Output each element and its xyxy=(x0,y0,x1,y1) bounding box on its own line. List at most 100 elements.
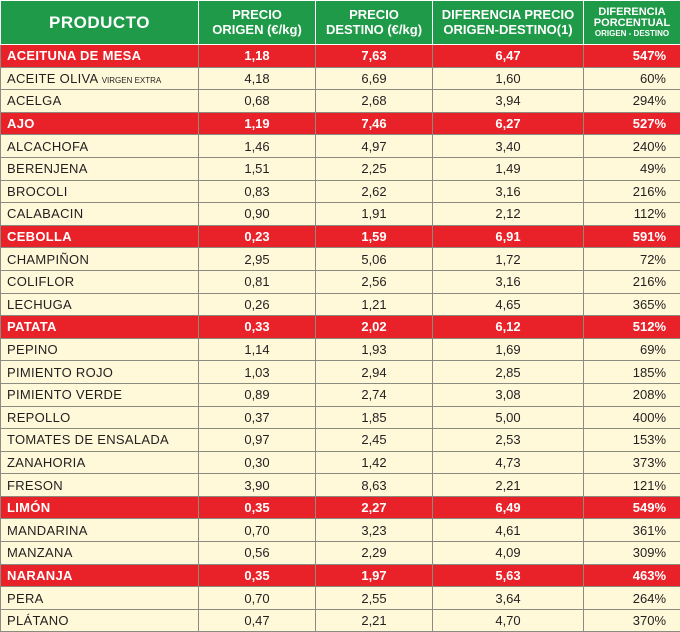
precio-destino-cell: 8,63 xyxy=(316,474,433,497)
diferencia-porcentual-cell: 365% xyxy=(584,293,680,316)
producto-name: ACEITUNA DE MESA xyxy=(7,48,141,63)
precio-origen-cell: 0,23 xyxy=(199,225,316,248)
producto-name: ZANAHORIA xyxy=(7,455,86,470)
diferencia-porcentual-cell: 463% xyxy=(584,564,680,587)
producto-name: LECHUGA xyxy=(7,297,72,312)
producto-cell: PIMIENTO ROJO xyxy=(1,361,199,384)
producto-name: MANZANA xyxy=(7,545,73,560)
diferencia-porcentual-cell: 361% xyxy=(584,519,680,542)
precio-destino-cell: 1,97 xyxy=(316,564,433,587)
diferencia-precio-cell: 6,27 xyxy=(433,112,584,135)
precio-destino-cell: 2,27 xyxy=(316,496,433,519)
precio-origen-cell: 3,90 xyxy=(199,474,316,497)
producto-cell: NARANJA xyxy=(1,564,199,587)
header-precio-origen: PRECIO ORIGEN (€/kg) xyxy=(199,1,316,45)
precio-origen-cell: 1,18 xyxy=(199,45,316,68)
diferencia-porcentual-cell: 60% xyxy=(584,67,680,90)
producto-name: ACEITE OLIVA xyxy=(7,71,98,86)
diferencia-porcentual-cell: 112% xyxy=(584,203,680,226)
producto-cell: ALCACHOFA xyxy=(1,135,199,158)
precio-destino-cell: 2,55 xyxy=(316,587,433,610)
producto-name: MANDARINA xyxy=(7,523,88,538)
producto-name: BROCOLI xyxy=(7,184,68,199)
diferencia-porcentual-cell: 121% xyxy=(584,474,680,497)
precio-origen-cell: 0,97 xyxy=(199,429,316,452)
precio-origen-cell: 0,26 xyxy=(199,293,316,316)
producto-cell: TOMATES DE ENSALADA xyxy=(1,429,199,452)
producto-suffix: VIRGEN EXTRA xyxy=(102,76,162,85)
producto-name: PEPINO xyxy=(7,342,58,357)
precio-origen-cell: 0,90 xyxy=(199,203,316,226)
diferencia-precio-cell: 4,61 xyxy=(433,519,584,542)
producto-cell: CHAMPIÑON xyxy=(1,248,199,271)
producto-cell: MANDARINA xyxy=(1,519,199,542)
diferencia-porcentual-cell: 185% xyxy=(584,361,680,384)
precio-origen-cell: 4,18 xyxy=(199,67,316,90)
producto-cell: LIMÓN xyxy=(1,496,199,519)
producto-cell: REPOLLO xyxy=(1,406,199,429)
diferencia-porcentual-cell: 240% xyxy=(584,135,680,158)
precio-destino-cell: 1,42 xyxy=(316,451,433,474)
producto-name: PATATA xyxy=(7,319,57,334)
precio-origen-cell: 0,37 xyxy=(199,406,316,429)
diferencia-porcentual-cell: 309% xyxy=(584,542,680,565)
precio-destino-cell: 2,29 xyxy=(316,542,433,565)
precio-origen-cell: 1,46 xyxy=(199,135,316,158)
diferencia-precio-cell: 3,40 xyxy=(433,135,584,158)
precio-origen-cell: 0,30 xyxy=(199,451,316,474)
producto-cell: LECHUGA xyxy=(1,293,199,316)
producto-cell: AJO xyxy=(1,112,199,135)
producto-name: ALCACHOFA xyxy=(7,139,88,154)
precio-destino-cell: 7,46 xyxy=(316,112,433,135)
producto-cell: ZANAHORIA xyxy=(1,451,199,474)
producto-cell: PEPINO xyxy=(1,338,199,361)
producto-name: AJO xyxy=(7,116,35,131)
diferencia-precio-cell: 3,64 xyxy=(433,587,584,610)
producto-cell: FRESON xyxy=(1,474,199,497)
diferencia-precio-cell: 4,09 xyxy=(433,542,584,565)
diferencia-precio-cell: 6,49 xyxy=(433,496,584,519)
diferencia-porcentual-cell: 69% xyxy=(584,338,680,361)
header-porcentual-line3: ORIGEN - DESTINO xyxy=(586,30,678,38)
diferencia-precio-cell: 1,69 xyxy=(433,338,584,361)
precio-origen-cell: 0,33 xyxy=(199,316,316,339)
precio-destino-cell: 2,68 xyxy=(316,90,433,113)
header-origen-line1: PRECIO xyxy=(232,7,282,22)
producto-name: NARANJA xyxy=(7,568,73,583)
precio-destino-cell: 2,02 xyxy=(316,316,433,339)
header-producto: PRODUCTO xyxy=(1,1,199,45)
diferencia-precio-cell: 3,94 xyxy=(433,90,584,113)
producto-cell: CEBOLLA xyxy=(1,225,199,248)
precio-origen-cell: 0,35 xyxy=(199,496,316,519)
precio-destino-cell: 7,63 xyxy=(316,45,433,68)
diferencia-precio-cell: 5,63 xyxy=(433,564,584,587)
producto-name: CHAMPIÑON xyxy=(7,252,89,267)
precio-destino-cell: 2,25 xyxy=(316,157,433,180)
precio-origen-cell: 1,19 xyxy=(199,112,316,135)
header-precio-destino: PRECIO DESTINO (€/kg) xyxy=(316,1,433,45)
diferencia-precio-cell: 2,85 xyxy=(433,361,584,384)
header-diferencia-porcentual: DIFERENCIA PORCENTUAL ORIGEN - DESTINO xyxy=(584,1,680,45)
header-row: PRODUCTO PRECIO ORIGEN (€/kg) PRECIO DES… xyxy=(1,1,680,45)
diferencia-porcentual-cell: 72% xyxy=(584,248,680,271)
producto-cell: PIMIENTO VERDE xyxy=(1,383,199,406)
header-destino-line1: PRECIO xyxy=(349,7,399,22)
diferencia-porcentual-cell: 400% xyxy=(584,406,680,429)
header-porcentual-line1: DIFERENCIA xyxy=(598,6,665,18)
header-diferencia-line1: DIFERENCIA PRECIO xyxy=(442,7,574,22)
diferencia-precio-cell: 6,12 xyxy=(433,316,584,339)
